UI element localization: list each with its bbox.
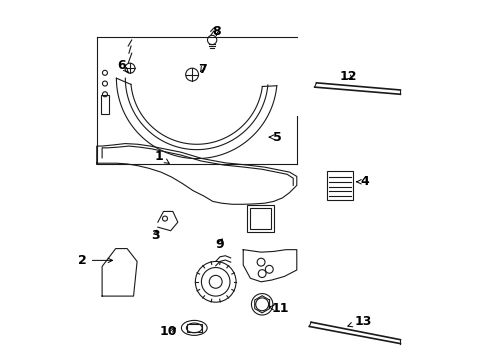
Text: 10: 10 — [159, 325, 177, 338]
Text: 8: 8 — [212, 25, 220, 38]
Bar — [247, 205, 273, 232]
Bar — [187, 324, 202, 332]
Text: 3: 3 — [151, 229, 160, 242]
Text: 7: 7 — [198, 63, 206, 76]
Text: 2: 2 — [78, 254, 113, 267]
Text: 6: 6 — [118, 59, 129, 73]
Bar — [327, 171, 353, 200]
Text: 11: 11 — [269, 302, 290, 315]
Text: 9: 9 — [216, 238, 224, 251]
Text: 13: 13 — [348, 315, 371, 328]
Bar — [101, 95, 109, 114]
Text: 4: 4 — [357, 175, 369, 188]
Text: 12: 12 — [340, 70, 357, 83]
Text: 5: 5 — [270, 131, 282, 144]
Text: 1: 1 — [155, 150, 169, 163]
Bar — [249, 208, 270, 229]
